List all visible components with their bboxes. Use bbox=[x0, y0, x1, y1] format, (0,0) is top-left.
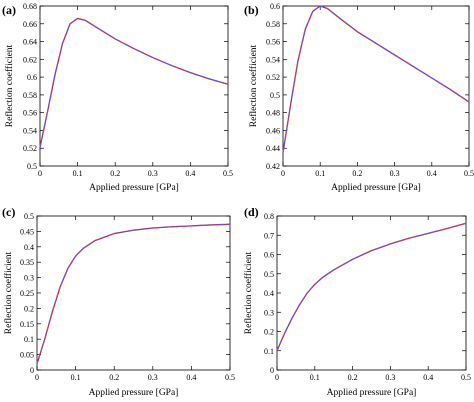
x-tick-label: 0.1 bbox=[71, 373, 81, 382]
y-tick-label: 0.35 bbox=[20, 258, 34, 267]
plot-frame bbox=[36, 215, 231, 371]
y-tick-label: 0.5 bbox=[270, 91, 280, 100]
panel-label: (d) bbox=[244, 205, 259, 219]
y-tick-label: 0.1 bbox=[24, 335, 34, 344]
y-tick-label: 0.52 bbox=[23, 144, 37, 153]
y-tick-label: 0.44 bbox=[266, 144, 280, 153]
x-tick-label: 0 bbox=[38, 169, 42, 178]
y-tick-label: 0.05 bbox=[20, 351, 34, 360]
x-tick-label: 0.2 bbox=[110, 169, 120, 178]
x-tick-label: 0 bbox=[281, 169, 285, 178]
y-tick-label: 0.3 bbox=[264, 308, 274, 317]
y-axis-label: Reflection coefficient bbox=[3, 251, 14, 334]
y-tick-label: 0.3 bbox=[24, 274, 34, 283]
y-tick-label: 0.45 bbox=[20, 227, 34, 236]
panel-a: 0 0.1 0.2 0.3 0.4 0.5 0.5 0.52 0.54 0.56 0.58 0.6 0.… bbox=[2, 2, 233, 193]
y-tick-label: 0.6 bbox=[264, 251, 274, 260]
x-axis-label: Applied pressure [GPa] bbox=[89, 183, 179, 193]
y-tick-label: 0.58 bbox=[23, 91, 37, 100]
series-line-red-solid bbox=[276, 222, 467, 352]
x-axis-label: Applied pressure [GPa] bbox=[89, 388, 179, 398]
y-tick-label: 0.54 bbox=[266, 55, 280, 64]
panel-label: (a) bbox=[2, 3, 16, 17]
y-tick-label: 0.4 bbox=[264, 289, 274, 298]
x-tick-label: 0 bbox=[35, 373, 39, 382]
y-tick-label: 0.56 bbox=[23, 109, 37, 118]
series-line-blue-dashed bbox=[39, 17, 229, 148]
y-tick-label: 0.5 bbox=[24, 212, 34, 221]
y-axis-label: Reflection coefficient bbox=[4, 44, 15, 127]
y-tick-label: 0.56 bbox=[266, 38, 280, 47]
x-tick-label: 0.3 bbox=[390, 169, 400, 178]
y-tick-label: 0.58 bbox=[266, 20, 280, 29]
y-tick-label: 0.54 bbox=[23, 126, 37, 135]
y-tick-label: 0.42 bbox=[266, 162, 280, 171]
series-line-blue-dashed bbox=[36, 223, 231, 365]
x-tick-label: 0.2 bbox=[352, 169, 362, 178]
y-tick-label: 0.15 bbox=[20, 320, 34, 329]
x-axis-label: Applied pressure [GPa] bbox=[327, 388, 417, 398]
series-line-blue-dashed bbox=[276, 222, 467, 352]
x-tick-label: 0.3 bbox=[148, 373, 158, 382]
y-tick-label: 0 bbox=[270, 366, 274, 375]
x-tick-label: 0.4 bbox=[186, 373, 196, 382]
series-line-red-solid bbox=[36, 223, 231, 365]
y-tick-label: 0.64 bbox=[23, 38, 37, 47]
y-tick-label: 0.4 bbox=[24, 243, 34, 252]
y-tick-label: 0.66 bbox=[23, 20, 37, 29]
y-tick-label: 0.2 bbox=[264, 328, 274, 337]
panel-label: (b) bbox=[244, 3, 259, 17]
plot-frame bbox=[276, 215, 467, 371]
y-tick-label: 0.48 bbox=[266, 109, 280, 118]
y-axis-label: Reflection coefficient bbox=[248, 44, 259, 127]
y-tick-label: 0.8 bbox=[264, 212, 274, 221]
x-tick-label: 0.5 bbox=[223, 169, 233, 178]
y-axis-label: Reflection coefficient bbox=[243, 251, 254, 334]
x-tick-label: 0.4 bbox=[185, 169, 195, 178]
x-tick-label: 0.2 bbox=[348, 373, 358, 382]
x-tick-label: 0.1 bbox=[73, 169, 83, 178]
y-tick-label: 0.5 bbox=[264, 270, 274, 279]
series-line-red-solid bbox=[282, 5, 470, 153]
x-tick-label: 0.4 bbox=[423, 373, 433, 382]
y-tick-label: 0.68 bbox=[23, 2, 37, 11]
plot-frame bbox=[282, 5, 470, 167]
panel-label: (c) bbox=[2, 205, 15, 219]
panel-b: 0 0.1 0.2 0.3 0.4 0.5 0.42 0.44 0.46 0.48 0.5 0.52 0… bbox=[244, 2, 474, 193]
x-tick-label: 0.5 bbox=[225, 373, 235, 382]
panel-c: 0 0.1 0.2 0.3 0.4 0.5 0 0.05 0.1 0.15 0.2 0.25 0.3 0.… bbox=[2, 205, 235, 398]
y-tick-label: 0.25 bbox=[20, 289, 34, 298]
y-tick-label: 0 bbox=[30, 366, 34, 375]
y-tick-label: 0.46 bbox=[266, 126, 280, 135]
y-tick-label: 0.1 bbox=[264, 347, 274, 356]
y-tick-label: 0.62 bbox=[23, 55, 37, 64]
y-tick-label: 0.6 bbox=[270, 2, 280, 11]
x-tick-label: 0.3 bbox=[385, 373, 395, 382]
x-axis-label: Applied pressure [GPa] bbox=[331, 183, 421, 193]
y-tick-label: 0.6 bbox=[27, 73, 37, 82]
y-tick-label: 0.5 bbox=[27, 162, 37, 171]
series-line-blue-dashed bbox=[282, 5, 470, 153]
panel-d: 0 0.1 0.2 0.3 0.4 0.5 0 0.1 0.2 0.3 0.4 0.5 0.6 0.7 0.… bbox=[243, 205, 471, 398]
y-tick-label: 0.2 bbox=[24, 304, 34, 313]
x-tick-label: 0.1 bbox=[310, 373, 320, 382]
x-tick-label: 0 bbox=[275, 373, 279, 382]
x-tick-label: 0.3 bbox=[148, 169, 158, 178]
plot-frame bbox=[39, 5, 229, 167]
x-tick-label: 0.1 bbox=[315, 169, 325, 178]
x-tick-label: 0.2 bbox=[109, 373, 119, 382]
y-tick-label: 0.7 bbox=[264, 231, 274, 240]
x-tick-label: 0.5 bbox=[461, 373, 471, 382]
x-tick-label: 0.5 bbox=[464, 169, 474, 178]
x-tick-label: 0.4 bbox=[427, 169, 437, 178]
series-line-red-solid bbox=[39, 17, 229, 148]
y-tick-label: 0.52 bbox=[266, 73, 280, 82]
